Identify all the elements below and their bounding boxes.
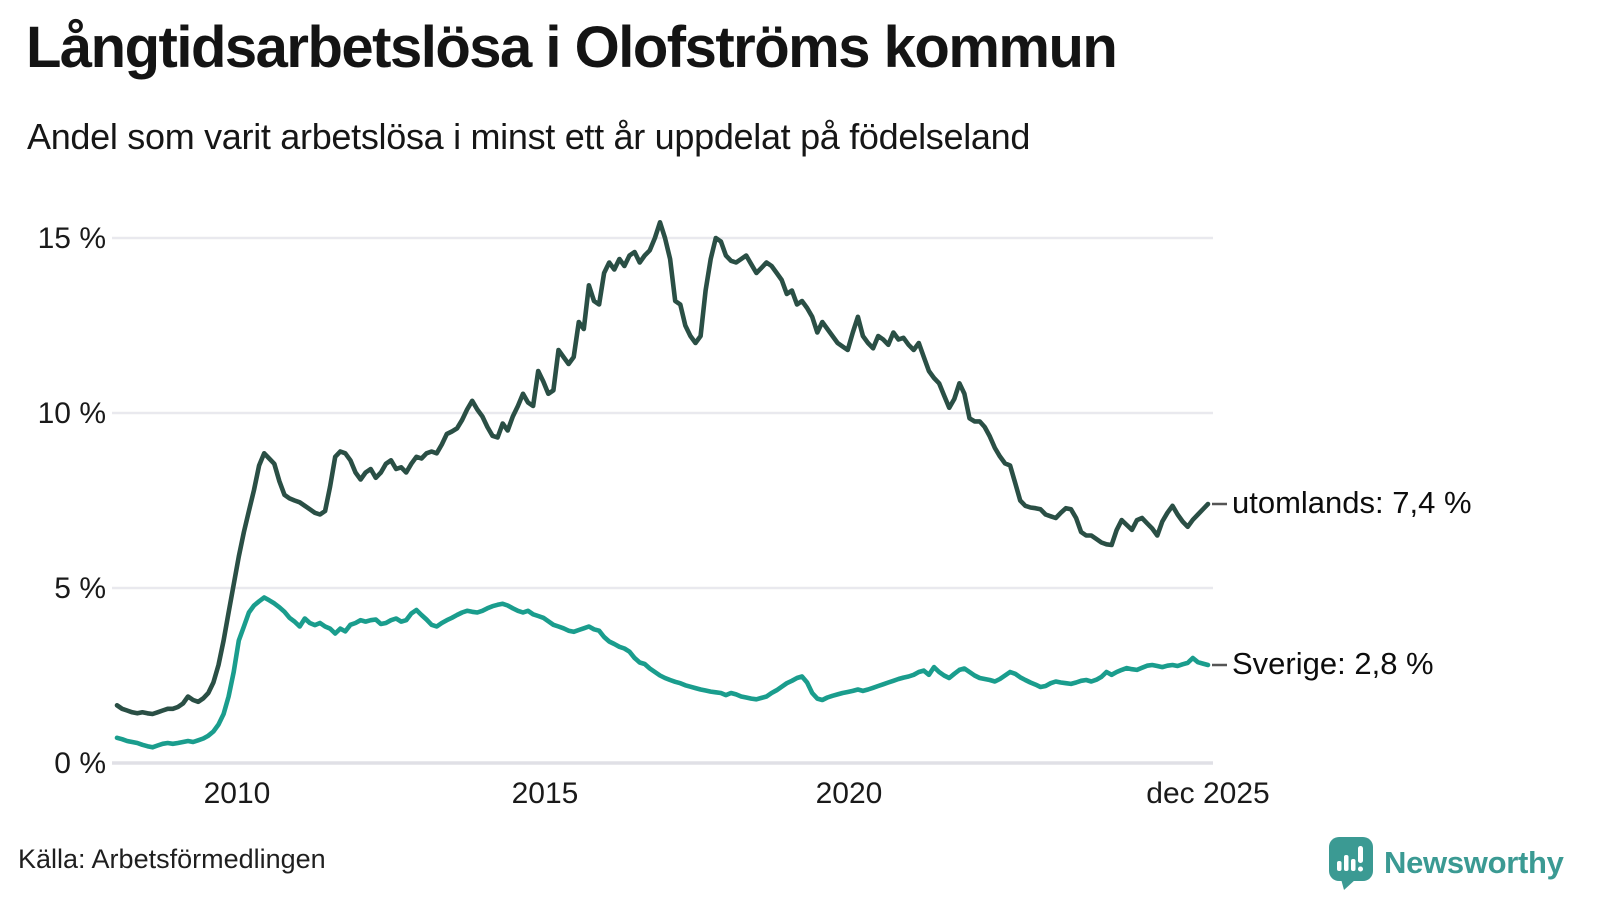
label-dashes: [1212, 502, 1227, 667]
x-tick-2015: 2015: [511, 777, 579, 810]
source-caption: Källa: Arbetsförmedlingen: [18, 844, 326, 874]
page-title: Långtidsarbetslösa i Olofströms kommun: [26, 15, 1118, 80]
sverige-line: [114, 595, 1211, 750]
series-lines: [114, 220, 1211, 750]
logo-bar-2: [1344, 855, 1349, 871]
page-subtitle: Andel som varit arbetslösa i minst ett å…: [27, 116, 1031, 157]
logo-bar-1: [1337, 861, 1342, 871]
y-tick-0: 0 %: [54, 747, 106, 780]
logo-exclamation-stem: [1358, 846, 1363, 863]
x-tick-2020: 2020: [815, 777, 883, 810]
y-tick-15: 15 %: [37, 222, 106, 255]
newsworthy-logo-icon: [1329, 837, 1373, 890]
newsworthy-brand: Newsworthy: [1328, 836, 1564, 890]
x-tick-2010: 2010: [203, 777, 271, 810]
sverige-end-label: Sverige: 2,8 %: [1232, 646, 1434, 681]
y-tick-5: 5 %: [54, 572, 106, 605]
gridlines: [112, 236, 1213, 765]
brand-name: Newsworthy: [1384, 845, 1564, 880]
x-tick-dec-2025: dec 2025: [1146, 777, 1270, 810]
utomlands-line: [114, 220, 1211, 717]
logo-exclamation-dot: [1358, 866, 1363, 872]
utomlands-end-label: utomlands: 7,4 %: [1232, 485, 1472, 520]
logo-bar-3: [1351, 859, 1356, 871]
y-tick-10: 10 %: [37, 397, 106, 430]
